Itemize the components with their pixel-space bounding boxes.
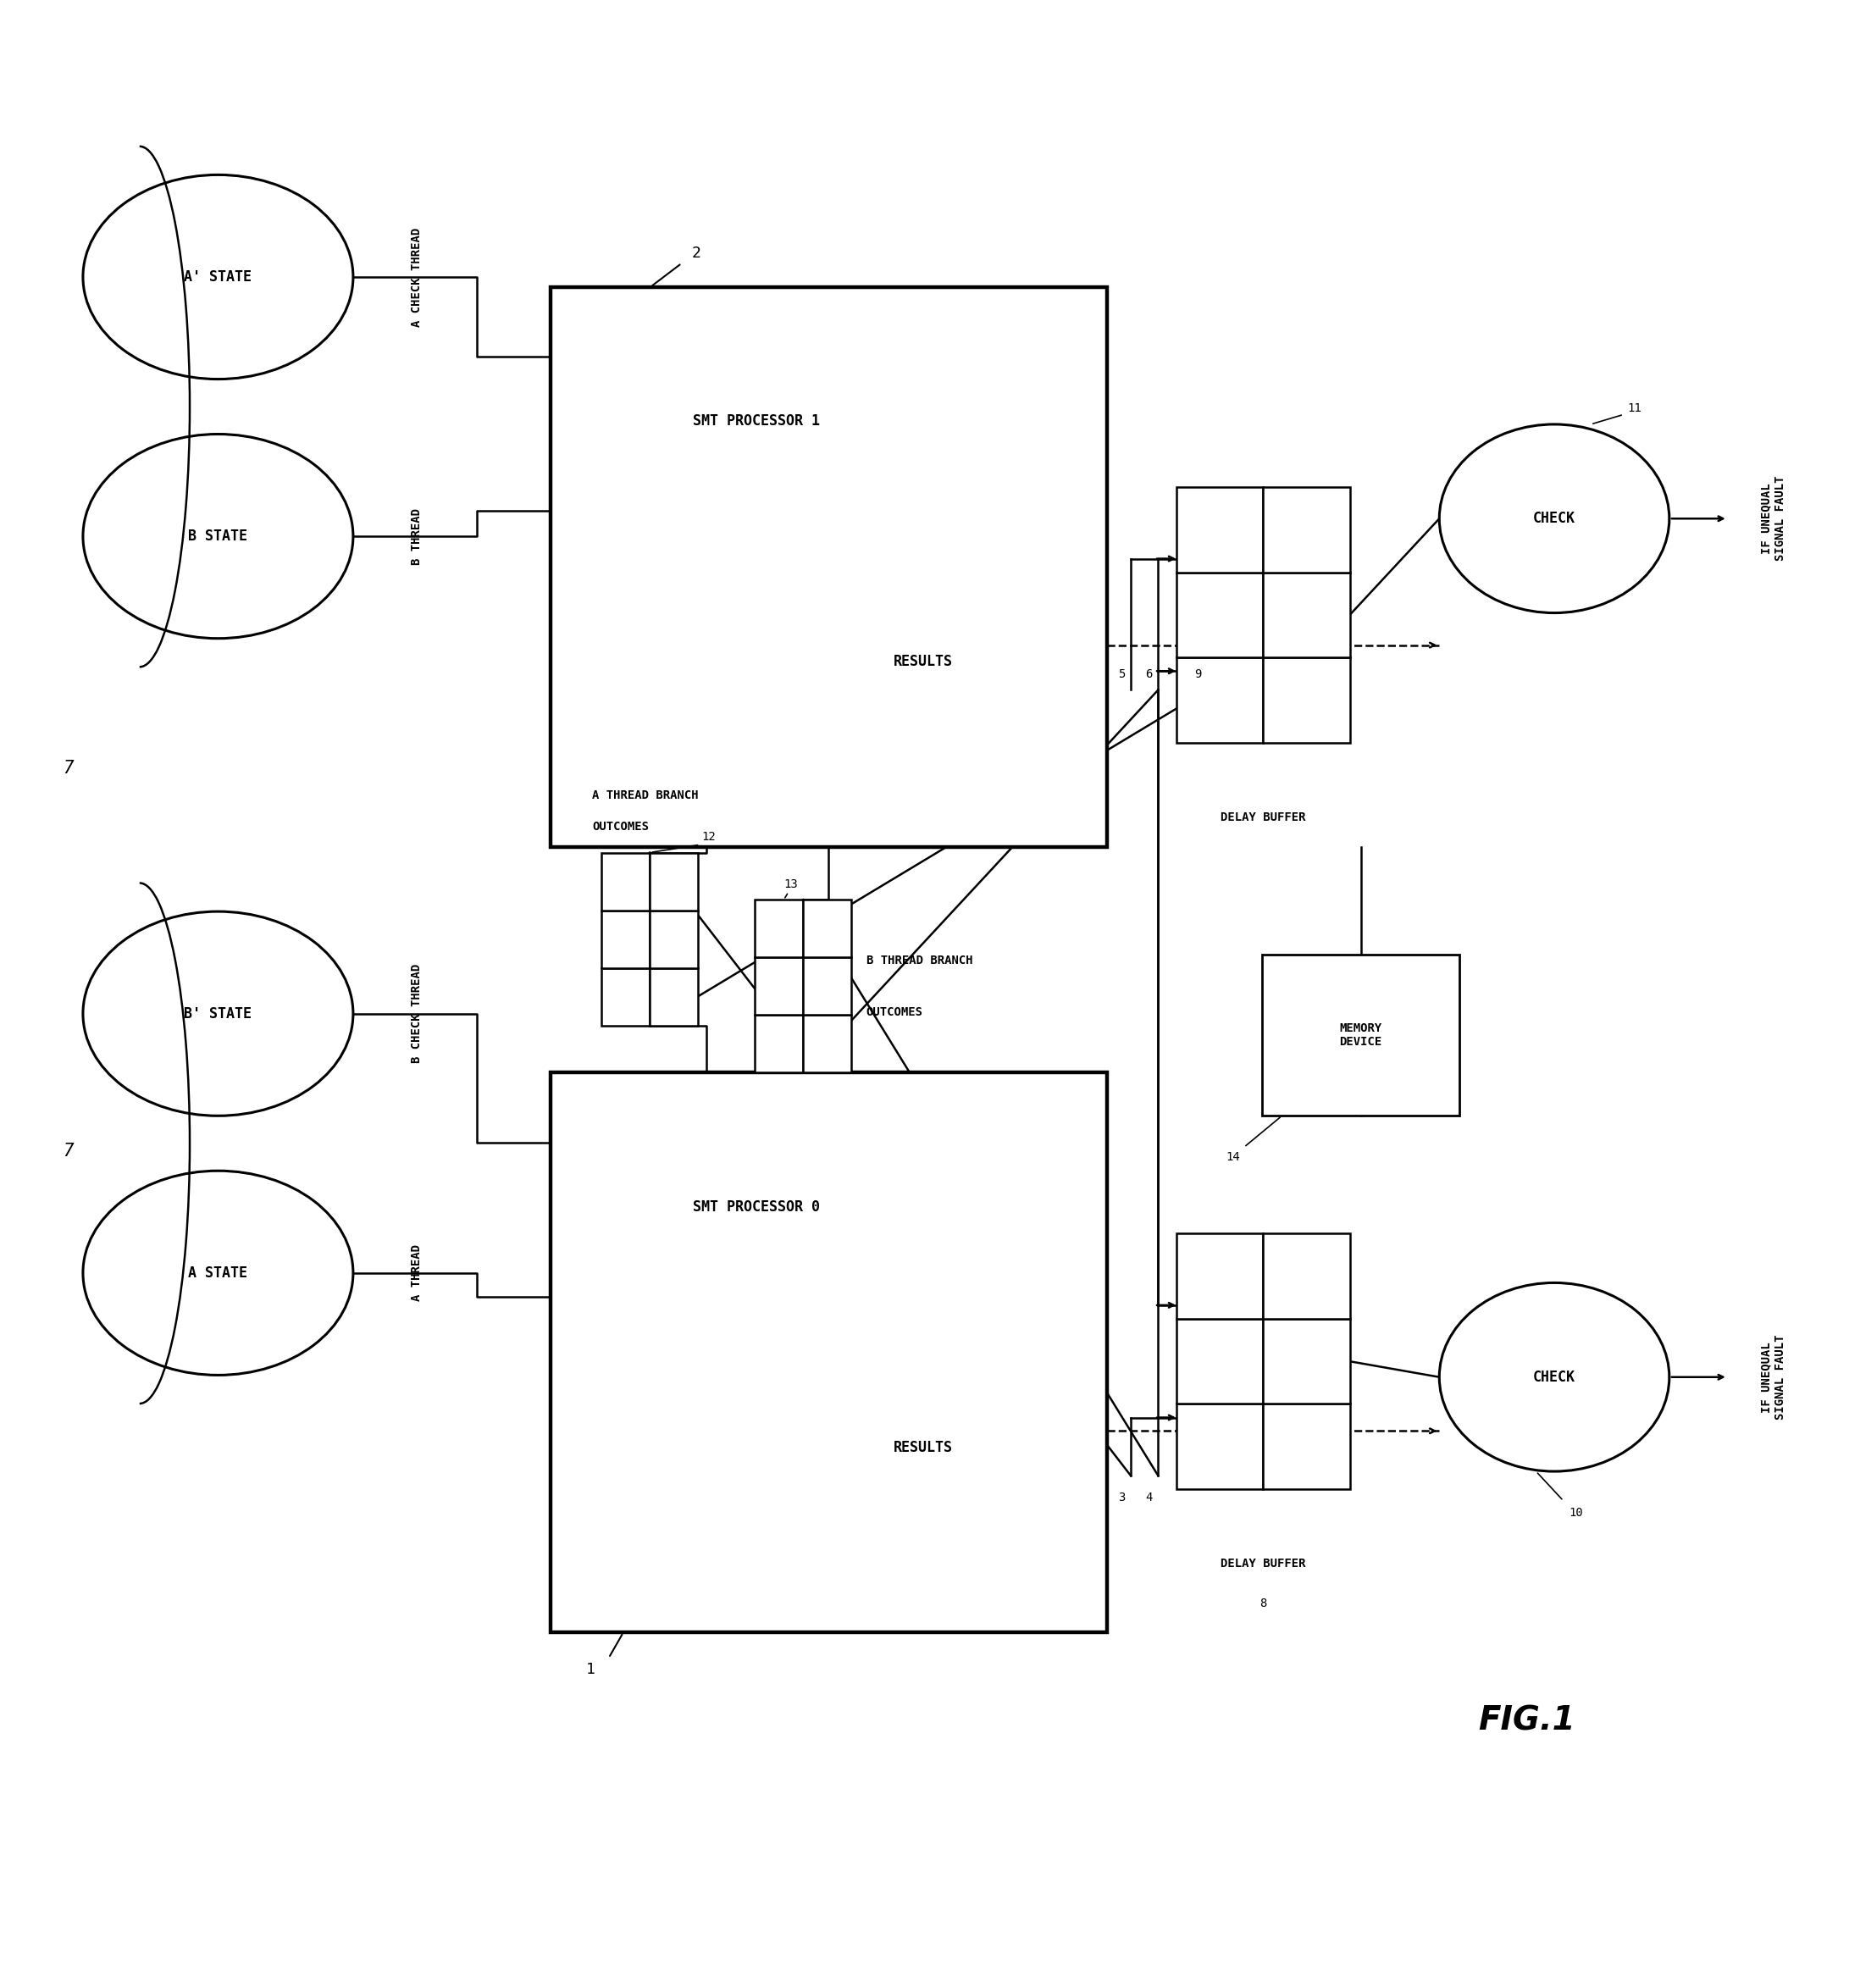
Text: 7: 7	[63, 759, 74, 777]
Text: RESULTS: RESULTS	[893, 1439, 952, 1455]
Text: A STATE: A STATE	[189, 1264, 248, 1280]
Ellipse shape	[1439, 1282, 1670, 1471]
Bar	[551, 286, 1108, 847]
Bar	[1176, 658, 1263, 744]
Bar	[1263, 1404, 1350, 1489]
Text: B THREAD BRANCH: B THREAD BRANCH	[865, 954, 973, 966]
Text: SMT PROCESSOR 1: SMT PROCESSOR 1	[693, 414, 819, 429]
Bar	[1176, 573, 1263, 658]
Text: 2: 2	[692, 247, 701, 260]
Ellipse shape	[83, 433, 353, 638]
Text: CHECK: CHECK	[1533, 511, 1575, 527]
Bar	[1176, 1404, 1263, 1489]
Bar	[802, 901, 852, 958]
Text: A THREAD BRANCH: A THREAD BRANCH	[592, 789, 699, 801]
Ellipse shape	[83, 911, 353, 1115]
Text: OUTCOMES: OUTCOMES	[865, 1006, 923, 1018]
Bar	[802, 1016, 852, 1074]
Text: IF UNEQUAL
SIGNAL FAULT: IF UNEQUAL SIGNAL FAULT	[1760, 475, 1786, 561]
Text: 5: 5	[1119, 668, 1126, 680]
Ellipse shape	[1439, 423, 1670, 612]
Text: CHECK: CHECK	[1533, 1370, 1575, 1386]
Ellipse shape	[83, 1171, 353, 1376]
Text: B CHECK THREAD: B CHECK THREAD	[410, 964, 423, 1064]
Text: MEMORY
DEVICE: MEMORY DEVICE	[1339, 1022, 1381, 1048]
Bar	[1263, 1318, 1350, 1404]
Bar	[601, 853, 649, 911]
Text: 7: 7	[63, 1143, 74, 1159]
Text: A' STATE: A' STATE	[185, 268, 251, 284]
Bar	[1263, 573, 1350, 658]
Bar	[1263, 487, 1350, 573]
Text: 1: 1	[586, 1662, 595, 1678]
Bar	[1176, 1318, 1263, 1404]
Text: 4: 4	[1146, 1491, 1152, 1503]
Text: A CHECK THREAD: A CHECK THREAD	[410, 227, 423, 326]
Text: DELAY BUFFER: DELAY BUFFER	[1220, 1559, 1305, 1571]
Text: 8: 8	[1259, 1596, 1267, 1608]
Text: 6: 6	[1146, 668, 1152, 680]
Text: 12: 12	[703, 831, 716, 843]
Text: 13: 13	[784, 879, 799, 891]
Bar	[649, 968, 699, 1026]
Text: RESULTS: RESULTS	[893, 654, 952, 670]
Bar	[1176, 487, 1263, 573]
Bar	[1263, 954, 1459, 1115]
Bar	[802, 958, 852, 1016]
Text: 9: 9	[1194, 668, 1202, 680]
Text: 14: 14	[1226, 1151, 1241, 1163]
Text: DELAY BUFFER: DELAY BUFFER	[1220, 811, 1305, 823]
Text: IF UNEQUAL
SIGNAL FAULT: IF UNEQUAL SIGNAL FAULT	[1760, 1334, 1786, 1419]
Text: OUTCOMES: OUTCOMES	[592, 821, 649, 833]
Bar	[1176, 1235, 1263, 1318]
Text: B' STATE: B' STATE	[185, 1006, 251, 1022]
Text: 11: 11	[1627, 404, 1642, 414]
Bar	[1263, 1235, 1350, 1318]
Text: B STATE: B STATE	[189, 529, 248, 545]
Text: 10: 10	[1570, 1507, 1583, 1519]
Text: A THREAD: A THREAD	[410, 1244, 423, 1302]
Bar	[754, 1016, 802, 1074]
Bar	[601, 968, 649, 1026]
Bar	[754, 901, 802, 958]
Text: 3: 3	[1119, 1491, 1126, 1503]
Bar	[1263, 658, 1350, 744]
Bar	[649, 911, 699, 968]
Text: SMT PROCESSOR 0: SMT PROCESSOR 0	[693, 1199, 819, 1215]
Bar	[649, 853, 699, 911]
Text: B THREAD: B THREAD	[410, 507, 423, 565]
Bar	[601, 911, 649, 968]
Bar	[754, 958, 802, 1016]
Bar	[551, 1074, 1108, 1632]
Ellipse shape	[83, 175, 353, 380]
Text: FIG.1: FIG.1	[1479, 1706, 1575, 1738]
